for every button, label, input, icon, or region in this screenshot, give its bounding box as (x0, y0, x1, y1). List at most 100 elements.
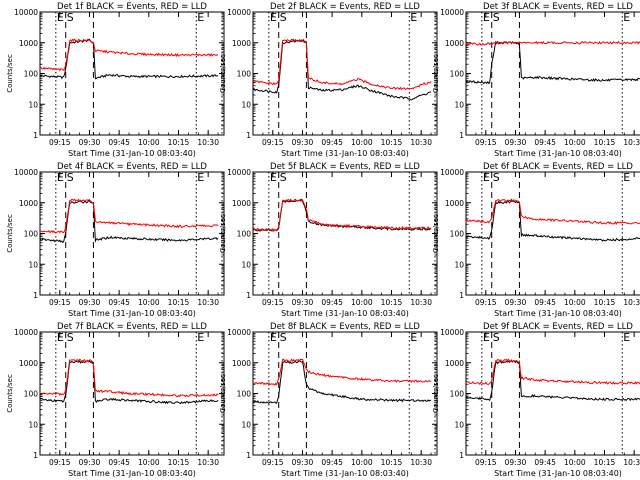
x-tick-label: 09:15 (475, 298, 497, 307)
y-axis-label: Counts/sec (432, 54, 440, 93)
x-tick-label: 09:30 (292, 458, 314, 467)
x-tick-label: 09:45 (321, 298, 343, 307)
series-line-events (465, 359, 640, 402)
y-tick-label: 1 (246, 451, 251, 460)
marker-label: E (57, 171, 64, 184)
marker-label: S (280, 331, 287, 344)
x-tick-label: 10:15 (381, 458, 403, 467)
y-tick-label: 1000 (19, 39, 38, 48)
x-axis-label: Start Time (31-Jan-10 08:03:40) (281, 149, 409, 158)
y-tick-label: 10000 (227, 168, 251, 177)
y-tick-label: 1 (459, 131, 464, 140)
x-tick-label: 09:30 (505, 458, 527, 467)
x-tick-label: 10:30 (623, 138, 640, 147)
y-tick-label: 100 (237, 70, 252, 79)
y-tick-label: 1000 (445, 39, 464, 48)
y-tick-label: 10 (454, 100, 464, 109)
x-axis-label: Start Time (31-Jan-10 08:03:40) (494, 149, 622, 158)
x-axis-label: Start Time (31-Jan-10 08:03:40) (281, 469, 409, 478)
y-tick-label: 1000 (232, 199, 251, 208)
y-tick-label: 1 (459, 451, 464, 460)
chart-title: Det 1f BLACK = Events, RED = LLD (57, 2, 207, 12)
marker-label: S (493, 331, 500, 344)
x-axis-label: Start Time (31-Jan-10 08:03:40) (494, 309, 622, 318)
series-line-events (465, 40, 640, 85)
x-tick-label: 10:00 (351, 298, 373, 307)
x-tick-label: 10:30 (623, 298, 640, 307)
chart-title: Det 8f BLACK = Events, RED = LLD (270, 322, 420, 332)
y-tick-label: 1 (33, 451, 38, 460)
series-line-lld (40, 198, 219, 234)
y-tick-label: 100 (237, 390, 252, 399)
x-tick-label: 10:15 (381, 138, 403, 147)
y-tick-label: 1 (246, 291, 251, 300)
x-tick-label: 10:15 (594, 138, 616, 147)
x-tick-label: 10:30 (197, 138, 219, 147)
x-tick-label: 10:00 (351, 458, 373, 467)
x-tick-label: 10:30 (623, 458, 640, 467)
marker-label: S (280, 171, 287, 184)
x-tick-label: 10:15 (594, 298, 616, 307)
marker-label: E (410, 331, 417, 344)
chart-panel-2: Det 2f BLACK = Events, RED = LLD Counts/s… (219, 2, 438, 158)
y-axis-label: Counts/sec (6, 214, 14, 253)
marker-label: E (410, 11, 417, 24)
marker-label: E (623, 171, 630, 184)
x-tick-label: 10:00 (138, 138, 160, 147)
y-tick-label: 10000 (227, 8, 251, 17)
x-tick-label: 09:45 (321, 138, 343, 147)
x-tick-label: 10:30 (197, 458, 219, 467)
marker-label: E (270, 331, 277, 344)
y-tick-label: 100 (237, 230, 252, 239)
x-tick-label: 09:30 (79, 298, 101, 307)
chart-title: Det 2f BLACK = Events, RED = LLD (270, 2, 420, 12)
y-tick-label: 10 (454, 260, 464, 269)
x-tick-label: 09:15 (49, 458, 71, 467)
y-tick-label: 100 (24, 70, 39, 79)
chart-panel-8: Det 8f BLACK = Events, RED = LLD Counts/s… (219, 322, 438, 478)
x-tick-label: 09:45 (108, 458, 130, 467)
x-tick-label: 09:30 (79, 138, 101, 147)
x-tick-label: 10:00 (564, 458, 586, 467)
marker-label: E (270, 171, 277, 184)
x-tick-label: 10:30 (410, 298, 432, 307)
y-tick-label: 1 (246, 131, 251, 140)
x-axis-label: Start Time (31-Jan-10 08:03:40) (68, 309, 196, 318)
x-axis-label: Start Time (31-Jan-10 08:03:40) (281, 309, 409, 318)
x-tick-label: 09:15 (262, 138, 284, 147)
marker-label: E (270, 11, 277, 24)
x-tick-label: 10:30 (197, 298, 219, 307)
y-axis-label: Counts/sec (219, 214, 227, 253)
x-tick-label: 10:15 (381, 298, 403, 307)
y-tick-label: 100 (24, 390, 39, 399)
marker-label: E (623, 11, 630, 24)
chart-title: Det 3f BLACK = Events, RED = LLD (483, 2, 633, 12)
x-tick-label: 10:00 (138, 458, 160, 467)
marker-label: S (493, 11, 500, 24)
y-tick-label: 10000 (440, 328, 464, 337)
marker-label: S (493, 171, 500, 184)
marker-label: E (57, 11, 64, 24)
chart-panel-7: Det 7f BLACK = Events, RED = LLD Counts/s… (6, 322, 225, 478)
y-tick-label: 100 (24, 230, 39, 239)
x-tick-label: 09:30 (292, 298, 314, 307)
series-line-events (252, 360, 432, 405)
x-tick-label: 10:30 (410, 138, 432, 147)
chart-panel-6: Det 6f BLACK = Events, RED = LLD Counts/s… (432, 162, 640, 318)
y-tick-label: 10000 (440, 168, 464, 177)
chart-panel-3: Det 3f BLACK = Events, RED = LLD Counts/s… (432, 2, 640, 158)
y-tick-label: 100 (450, 230, 465, 239)
x-axis-label: Start Time (31-Jan-10 08:03:40) (494, 469, 622, 478)
x-tick-label: 09:45 (321, 458, 343, 467)
x-tick-label: 10:00 (351, 138, 373, 147)
y-tick-label: 100 (450, 390, 465, 399)
marker-label: E (197, 11, 204, 24)
marker-label: E (483, 11, 490, 24)
y-axis-label: Counts/sec (432, 214, 440, 253)
chart-title: Det 9f BLACK = Events, RED = LLD (483, 322, 633, 332)
series-line-lld (465, 358, 640, 386)
marker-label: S (67, 171, 74, 184)
x-tick-label: 09:45 (534, 298, 556, 307)
x-tick-label: 10:30 (410, 458, 432, 467)
